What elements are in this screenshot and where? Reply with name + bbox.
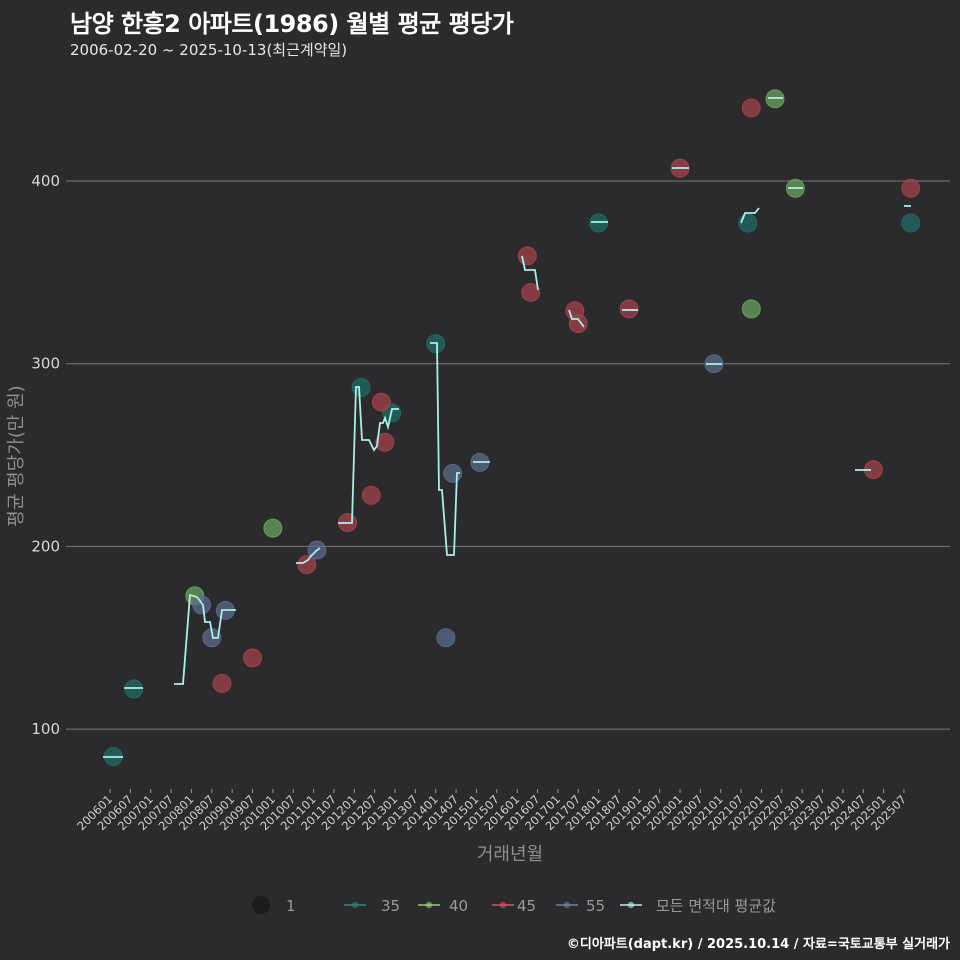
data-point-55 <box>436 628 456 648</box>
average-line-segment <box>174 593 236 685</box>
legend: 1 35 40 45 55 모든 면적대 평균값 <box>252 896 776 915</box>
data-point-35 <box>589 213 609 233</box>
average-line-segment <box>338 386 399 524</box>
data-point-45 <box>901 178 921 198</box>
average-line-segment <box>740 207 760 224</box>
y-axis-ticks: 100 200 300 400 <box>31 172 60 738</box>
data-point-35 <box>124 679 144 699</box>
x-axis-title: 거래년월 <box>477 844 543 865</box>
legend-label-45: 45 <box>517 897 536 915</box>
legend-size-marker <box>252 896 270 914</box>
y-tick-label: 400 <box>31 172 60 190</box>
chart-subtitle: 2006-02-20 ~ 2025-10-13(최근계약일) <box>70 41 348 59</box>
y-tick-label: 300 <box>31 355 60 373</box>
legend-label-avg: 모든 면적대 평균값 <box>656 897 776 915</box>
data-point-35 <box>351 377 371 397</box>
average-line-segment <box>296 547 321 564</box>
data-point-35 <box>901 213 921 233</box>
average-line-segment <box>568 309 585 328</box>
legend-label-35: 35 <box>381 897 400 915</box>
data-point-45 <box>741 98 761 118</box>
data-point-45 <box>375 432 395 452</box>
legend-label-40: 40 <box>449 897 468 915</box>
data-point-40 <box>741 299 761 319</box>
y-tick-label: 100 <box>31 720 60 738</box>
data-point-45 <box>361 485 381 505</box>
y-tick-label: 200 <box>31 537 60 555</box>
grid-lines <box>66 180 950 730</box>
legend-label-55: 55 <box>586 897 605 915</box>
data-point-45 <box>517 246 537 266</box>
data-points <box>103 89 921 767</box>
legend-size-label: 1 <box>286 897 296 915</box>
x-axis-ticks: 2006012006072007012007072008012008072009… <box>74 789 909 833</box>
data-point-45 <box>297 555 317 575</box>
data-point-45 <box>371 392 391 412</box>
data-point-55 <box>192 595 212 615</box>
average-line-segment <box>521 255 539 291</box>
data-point-45 <box>212 673 232 693</box>
legend-marker-45 <box>499 901 507 909</box>
average-line <box>103 97 911 758</box>
legend-marker-avg <box>627 901 635 909</box>
average-line-segment <box>430 342 460 556</box>
footer-credit: ©디아파트(dapt.kr) / 2025.10.14 / 자료=국토교통부 실… <box>566 937 950 952</box>
chart-title: 남양 한흥2 아파트(1986) 월별 평균 평당가 <box>70 10 514 38</box>
data-point-45 <box>243 648 263 668</box>
data-point-40 <box>263 518 283 538</box>
legend-marker-40 <box>425 901 433 909</box>
data-point-45 <box>619 299 639 319</box>
legend-marker-55 <box>563 901 571 909</box>
legend-marker-35 <box>351 901 359 909</box>
y-axis-title: 평균 평당가(만 원) <box>6 385 27 526</box>
data-point-45 <box>521 282 541 302</box>
